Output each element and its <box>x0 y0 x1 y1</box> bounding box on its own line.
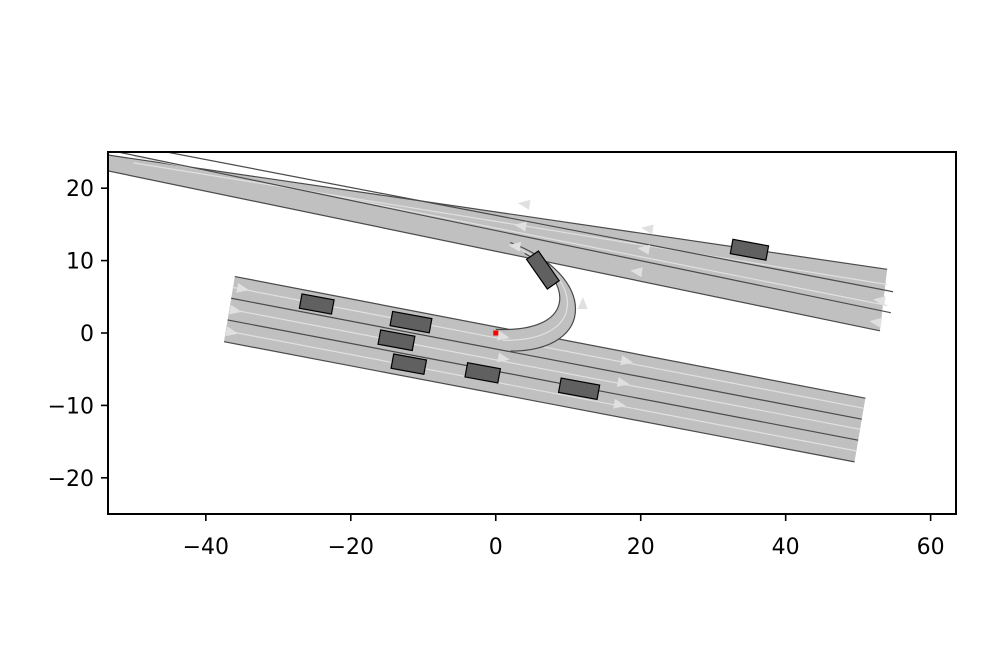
lane-divider <box>115 152 891 314</box>
lane-arrow <box>577 297 588 310</box>
x-tick-label: −40 <box>183 535 229 560</box>
lower-road <box>223 275 866 463</box>
lane-divider <box>227 319 859 441</box>
lane-arrow <box>616 377 630 387</box>
lane-center-line <box>232 286 865 409</box>
y-tick-label: −20 <box>48 467 94 492</box>
lane-arrows-layer <box>225 199 886 409</box>
lane-center-line <box>228 308 861 430</box>
lane-arrow <box>497 330 510 341</box>
x-axis: −40 −20 0 20 40 60 <box>183 514 945 560</box>
scene <box>108 152 894 463</box>
lane-arrow <box>620 355 634 366</box>
x-tick-label: 40 <box>772 535 800 560</box>
vehicle <box>390 353 428 375</box>
ego-marker <box>493 330 499 336</box>
ego-layer <box>493 330 499 336</box>
road-surface <box>108 155 888 331</box>
lane-arrow <box>514 221 527 232</box>
vehicle <box>298 293 335 315</box>
lane-arrow <box>236 282 249 293</box>
lane-arrow <box>869 317 882 328</box>
vehicle <box>525 250 561 290</box>
vehicle <box>389 310 433 334</box>
vehicle <box>557 377 601 401</box>
road-edge <box>223 341 855 463</box>
vehicle <box>464 361 502 384</box>
vehicle <box>377 329 416 352</box>
lane-center-line <box>226 330 857 452</box>
lane-arrow <box>630 267 643 278</box>
lane-center-line <box>133 162 888 286</box>
lane-arrow <box>872 296 886 307</box>
x-tick-label: 0 <box>489 535 503 560</box>
roads-layer <box>108 152 894 463</box>
road-edge <box>108 170 881 332</box>
x-tick-label: 60 <box>917 535 945 560</box>
x-tick-label: 20 <box>627 535 655 560</box>
x-tick-label: −20 <box>328 535 374 560</box>
lane-arrow <box>228 304 242 315</box>
lane-arrow <box>508 241 522 252</box>
lane-arrow <box>613 398 626 409</box>
y-tick-label: 20 <box>66 177 94 202</box>
y-tick-label: 0 <box>80 322 94 347</box>
upper-road <box>108 152 894 332</box>
lane-divider <box>163 152 894 293</box>
y-tick-label: −10 <box>48 394 94 419</box>
y-tick-label: 10 <box>66 250 94 275</box>
lane-divider <box>231 297 862 420</box>
lane-arrow <box>517 199 531 210</box>
lane-arrow <box>225 326 239 337</box>
lane-arrow <box>497 352 510 363</box>
lane-arrow <box>641 224 654 235</box>
y-axis: −20 −10 0 10 20 <box>48 177 108 492</box>
vehicle <box>729 238 770 261</box>
vehicles-layer <box>298 238 770 401</box>
lane-arrow <box>637 244 651 255</box>
